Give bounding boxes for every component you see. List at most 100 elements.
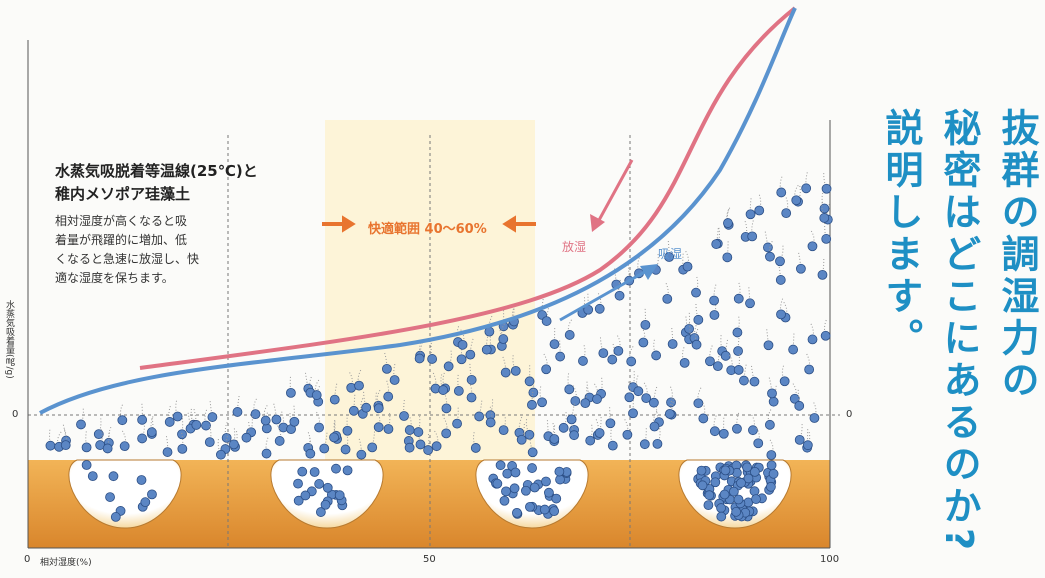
molecule (510, 365, 521, 376)
trail (597, 292, 602, 309)
trail (433, 429, 439, 447)
molecule (524, 376, 535, 387)
molecule (633, 386, 644, 397)
trail (826, 203, 831, 220)
absorb-arrowhead (640, 264, 658, 280)
trail (629, 345, 635, 362)
molecule (664, 408, 675, 419)
molecule (720, 350, 731, 361)
molecule (354, 380, 364, 391)
trail (810, 229, 815, 247)
molecule (356, 449, 367, 460)
trail (782, 301, 788, 318)
molecule (201, 420, 211, 431)
molecule (117, 415, 128, 426)
molecule (594, 428, 605, 438)
molecule (607, 354, 618, 365)
molecule (704, 490, 715, 501)
trail (525, 418, 530, 435)
molecule (274, 436, 285, 446)
molecule (177, 429, 187, 440)
molecule (585, 435, 596, 446)
molecule (639, 439, 650, 450)
trail (794, 183, 800, 201)
molecule (649, 421, 660, 432)
molecule (622, 429, 633, 440)
trail (407, 413, 412, 431)
molecule (441, 428, 452, 439)
trail (307, 431, 311, 449)
molecule (555, 351, 566, 362)
molecule (749, 486, 760, 497)
trail (375, 392, 380, 409)
molecule (736, 478, 746, 488)
molecule (745, 209, 756, 220)
heading-line: 説明します。 (879, 108, 923, 360)
molecule (569, 430, 580, 441)
y-zero-left: 0 (12, 409, 19, 420)
molecule (314, 422, 324, 433)
molecule (221, 432, 232, 443)
title-line: 水蒸気吸脱着等温線(25℃)と (55, 162, 258, 180)
molecule (763, 242, 773, 253)
molecule (541, 316, 552, 326)
molecule (641, 393, 652, 404)
molecule (739, 375, 749, 386)
molecule (640, 319, 651, 330)
trail (781, 365, 786, 382)
trail (750, 413, 755, 431)
molecule (549, 339, 560, 350)
trail (120, 403, 124, 421)
trail (448, 350, 452, 367)
molecule (250, 409, 261, 420)
molecule (110, 512, 121, 522)
molecule (527, 463, 537, 473)
molecule (716, 511, 727, 522)
molecule (807, 241, 818, 252)
trail (512, 354, 517, 372)
molecule (747, 231, 758, 242)
x-tick-label: 0 (24, 554, 31, 565)
molecule (664, 252, 675, 262)
trail (623, 418, 629, 435)
molecule (93, 429, 104, 440)
molecule (485, 417, 496, 428)
molecule (492, 478, 503, 489)
molecule (293, 478, 303, 489)
molecule (794, 400, 805, 411)
molecule (709, 295, 719, 306)
trail (99, 428, 103, 446)
trail (488, 315, 493, 332)
molecule (768, 396, 779, 407)
trail (567, 318, 573, 336)
molecule (679, 357, 690, 368)
molecule (628, 408, 638, 419)
molecule (172, 411, 183, 422)
molecule (498, 334, 509, 344)
molecule (305, 448, 316, 459)
trail (246, 421, 250, 438)
molecule (709, 310, 720, 320)
molecule (716, 503, 726, 513)
release-arrowhead (590, 214, 605, 232)
description-line: くなると急速に放湿し、快 (55, 252, 200, 266)
trail (263, 404, 269, 421)
trail (726, 206, 731, 224)
molecule (260, 415, 271, 426)
trail (432, 372, 437, 389)
molecule (698, 413, 709, 424)
molecule (748, 425, 758, 436)
molecule (525, 501, 535, 512)
molecule (802, 440, 813, 451)
trail (806, 353, 811, 370)
molecule (45, 440, 56, 451)
trail (768, 240, 773, 257)
molecule (527, 399, 537, 410)
molecule (549, 506, 560, 517)
molecule (541, 364, 552, 375)
molecule (605, 418, 616, 429)
molecule (821, 234, 832, 244)
molecule (470, 443, 481, 453)
molecule (340, 444, 351, 455)
molecule (414, 353, 425, 364)
